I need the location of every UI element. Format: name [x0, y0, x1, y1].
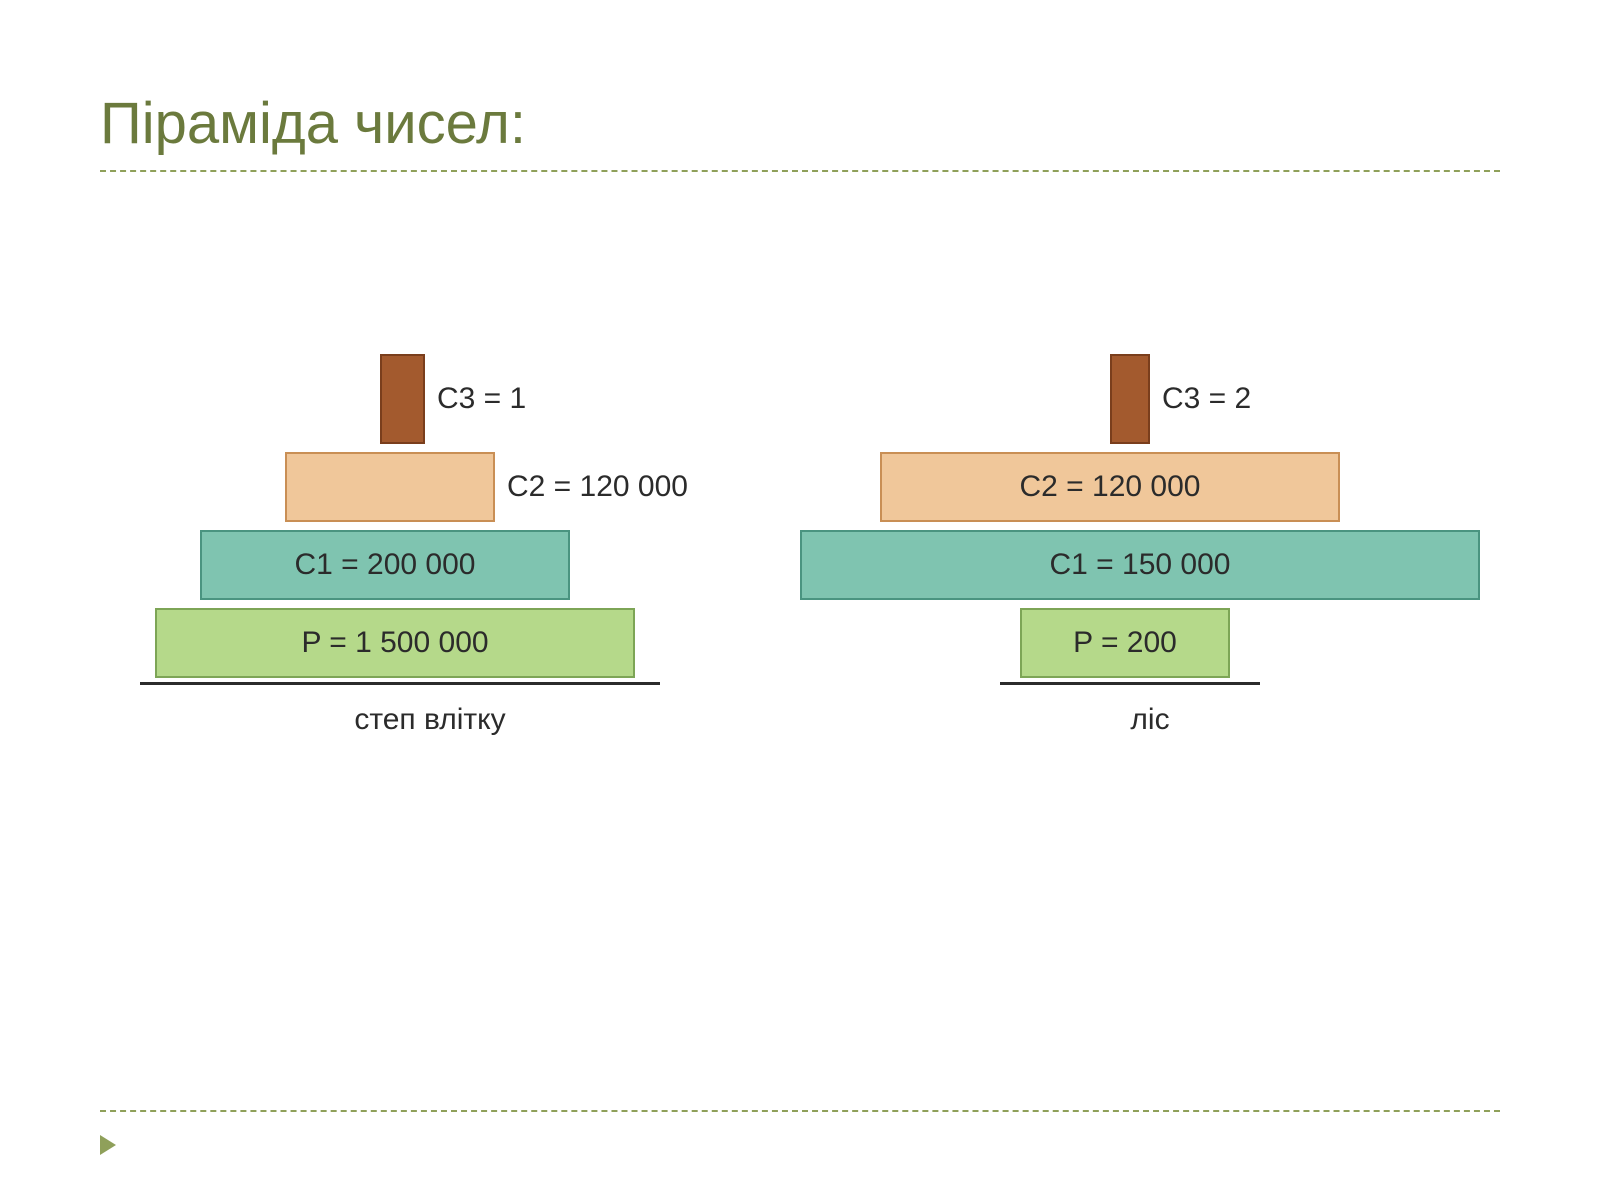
label-c3: C3 = 1	[437, 382, 526, 416]
pyramid-row-p: P = 1 500 000	[120, 604, 740, 682]
pyramid-row-c2: C2 = 120 000	[120, 448, 740, 526]
divider-bottom	[100, 1110, 1500, 1112]
label-c3: C3 = 2	[1162, 382, 1251, 416]
pyramid-row-c3: C3 = 2	[800, 350, 1500, 448]
pyramid-steppe: C3 = 1 C2 = 120 000 C1 = 200 000 P = 1 500 …	[120, 350, 740, 737]
bar-p: P = 1 500 000	[155, 608, 635, 678]
pyramid-row-c1: C1 = 150 000	[800, 526, 1500, 604]
bar-c1: C1 = 150 000	[800, 530, 1480, 600]
pyramid-row-c1: C1 = 200 000	[120, 526, 740, 604]
bar-c1: C1 = 200 000	[200, 530, 570, 600]
bar-c2	[285, 452, 495, 522]
slide-title: Піраміда чисел:	[100, 90, 526, 157]
pyramid-row-c2: C2 = 120 000	[800, 448, 1500, 526]
pyramid-forest: C3 = 2 C2 = 120 000 C1 = 150 000 P = 200 ліс	[800, 350, 1500, 737]
pyramid-caption: ліс	[800, 703, 1500, 737]
bullet-marker	[100, 1135, 116, 1155]
bar-c3	[380, 354, 425, 444]
divider-top	[100, 170, 1500, 172]
base-line	[140, 682, 660, 685]
bar-p: P = 200	[1020, 608, 1230, 678]
base-line	[1000, 682, 1260, 685]
bar-c2: C2 = 120 000	[880, 452, 1340, 522]
pyramid-row-p: P = 200	[800, 604, 1500, 682]
pyramid-row-c3: C3 = 1	[120, 350, 740, 448]
label-c2: C2 = 120 000	[507, 470, 688, 504]
diagram-area: C3 = 1 C2 = 120 000 C1 = 200 000 P = 1 500 …	[100, 280, 1500, 880]
pyramid-caption: степ влітку	[120, 703, 740, 737]
bar-c3	[1110, 354, 1150, 444]
